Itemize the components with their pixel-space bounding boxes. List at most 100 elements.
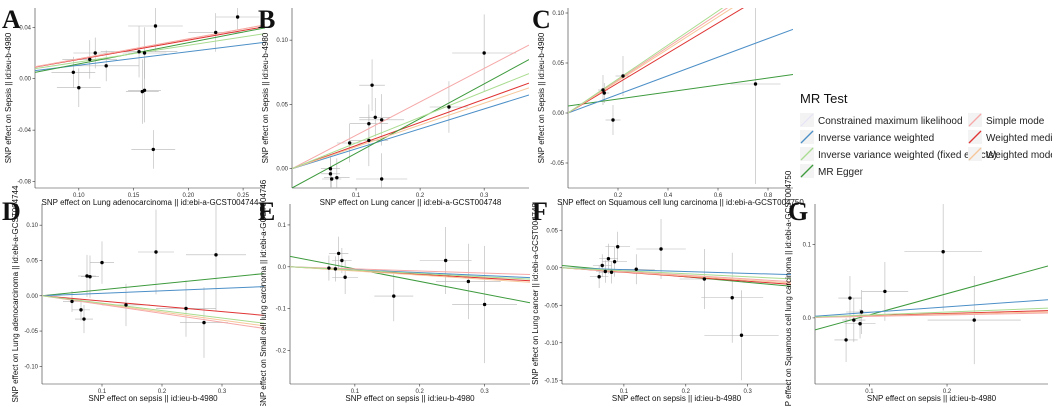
plot-area (292, 14, 529, 188)
snp-point (88, 275, 92, 279)
x-tick-label: 0.1 (351, 389, 360, 395)
panel-a: A 0.10 0.15 0.20 0.25 -0.08 -0.04 0.00 0.04 SNP e… (2, 5, 265, 207)
legend-swatch (800, 147, 814, 161)
x-tick-label: 0.4 (664, 193, 673, 199)
snp-point (214, 253, 218, 257)
snp-point (659, 247, 663, 251)
snp-point (367, 122, 371, 126)
regression-line-inverse_variance_weighted_fixed (35, 33, 265, 70)
legend-swatch (800, 113, 814, 127)
snp-point (730, 296, 734, 300)
legend-swatch (968, 147, 982, 161)
snp-point (340, 258, 344, 263)
snp-point (235, 15, 240, 19)
plot-area (568, 8, 793, 184)
y-tick-label: 0.00 (26, 294, 38, 300)
legend-title: MR Test (800, 91, 848, 106)
snp-point (379, 177, 384, 181)
x-tick-label: 0.15 (128, 193, 140, 199)
regression-line-inverse_variance_weighted_fixed (42, 295, 264, 324)
y-tick-label: 0.10 (26, 223, 38, 229)
y-tick-label: 0.1 (803, 242, 812, 248)
y-axis-title: SNP effect on Sepsis || id:ieu-b-4980 (261, 32, 270, 163)
y-tick-label: -0.05 (24, 329, 38, 335)
snp-point (844, 338, 848, 342)
x-tick-label: 0.3 (480, 193, 489, 199)
regression-line-mr_egger (292, 59, 529, 188)
y-tick-label: 0.0 (803, 316, 812, 322)
legend-label: Weighted mode (986, 150, 1052, 161)
regression-line-simple_mode (568, 8, 728, 114)
x-tick-label: 0.25 (237, 193, 249, 199)
x-axis-title: SNP effect on Squamous cell lung carcino… (557, 198, 804, 207)
regression-line-inverse_variance_weighted (35, 41, 265, 72)
y-tick-label: -0.1 (276, 307, 287, 313)
snp-point (124, 303, 128, 307)
x-tick-label: 0.2 (943, 389, 952, 395)
panel-letter: C (532, 5, 551, 34)
snp-point (343, 275, 347, 279)
y-tick-label: -0.10 (24, 364, 38, 370)
y-tick-label: 0.00 (276, 167, 288, 173)
snp-point (335, 176, 339, 180)
snp-point (70, 299, 74, 304)
panel-c: C 0.2 0.4 0.6 0.8 -0.05 0.00 0.05 0.10 SNP effect… (532, 5, 804, 207)
panel-letter: G (788, 197, 808, 226)
y-tick-label: -0.10 (544, 341, 558, 347)
legend-item-inverse_variance_weighted: Inverse variance weighted (800, 130, 934, 144)
regression-line-mr_egger (290, 255, 530, 304)
snp-point (367, 138, 371, 143)
snp-point (104, 64, 108, 68)
y-tick-label: 0.10 (276, 38, 288, 44)
x-axis-title: SNP effect on sepsis || id:ieu-b-4980 (867, 394, 997, 403)
legend-label: Inverse variance weighted (fixed effects… (818, 150, 997, 161)
plot-area (290, 227, 530, 364)
snp-point (972, 318, 976, 322)
snp-point (621, 74, 625, 78)
y-axis-title: SNP effect on Lung cancer || id:ebi-a-GC… (531, 203, 540, 385)
snp-point (82, 317, 86, 321)
regression-line-weighted_median (35, 26, 265, 68)
snp-point (100, 260, 104, 265)
panel-b: B 0.1 0.2 0.3 0.00 0.05 0.10 SNP effect on Lung… (258, 5, 529, 207)
regression-line-simple_mode (815, 312, 1048, 318)
panel-f: F 0.1 0.2 0.3 -0.15 -0.10 -0.05 0.00 0.05 SNP eff… (531, 197, 791, 403)
plot-area (562, 219, 791, 381)
x-tick-label: 0.3 (744, 389, 753, 395)
x-tick-label: 0.8 (764, 193, 773, 199)
snp-point (634, 267, 638, 271)
x-tick-label: 0.3 (218, 389, 227, 395)
snp-point (88, 57, 92, 62)
snp-point (137, 50, 141, 54)
snp-point (142, 51, 147, 55)
snp-point (328, 167, 333, 171)
x-axis-title: SNP effect on Lung adenocarcinoma || id:… (42, 198, 259, 207)
snp-point (883, 289, 887, 294)
regression-line-inverse_variance_weighted (568, 28, 793, 114)
snp-point (852, 318, 856, 322)
snp-point (941, 250, 945, 254)
y-tick-label: 0.05 (276, 102, 288, 108)
y-tick-label: 0.04 (19, 25, 31, 31)
x-tick-label: 0.1 (352, 193, 361, 199)
regression-line-weighted_median (568, 8, 744, 114)
regression-line-inverse_variance_weighted (815, 299, 1048, 317)
snp-point (601, 88, 605, 92)
snp-point (71, 70, 76, 74)
panel-letter: A (2, 5, 21, 34)
x-axis-title: SNP effect on sepsis || id:ieu-b-4980 (88, 394, 218, 403)
legend: MR Test Constrained maximum likelihood In… (800, 91, 1052, 178)
regression-line-simple_mode (292, 44, 529, 170)
snp-point (609, 270, 614, 274)
regression-line-weighted_mode (568, 8, 733, 114)
snp-point (859, 310, 864, 314)
snp-point (330, 177, 334, 181)
snp-point (328, 172, 333, 176)
snp-point (79, 308, 83, 312)
legend-swatch (968, 130, 982, 144)
y-tick-label: -0.08 (17, 180, 31, 186)
legend-items: Constrained maximum likelihood Inverse va… (800, 113, 1052, 178)
y-axis-title: SNP effect on Lung adenocarcinoma || id:… (11, 185, 20, 402)
x-tick-label: 0.1 (865, 389, 874, 395)
